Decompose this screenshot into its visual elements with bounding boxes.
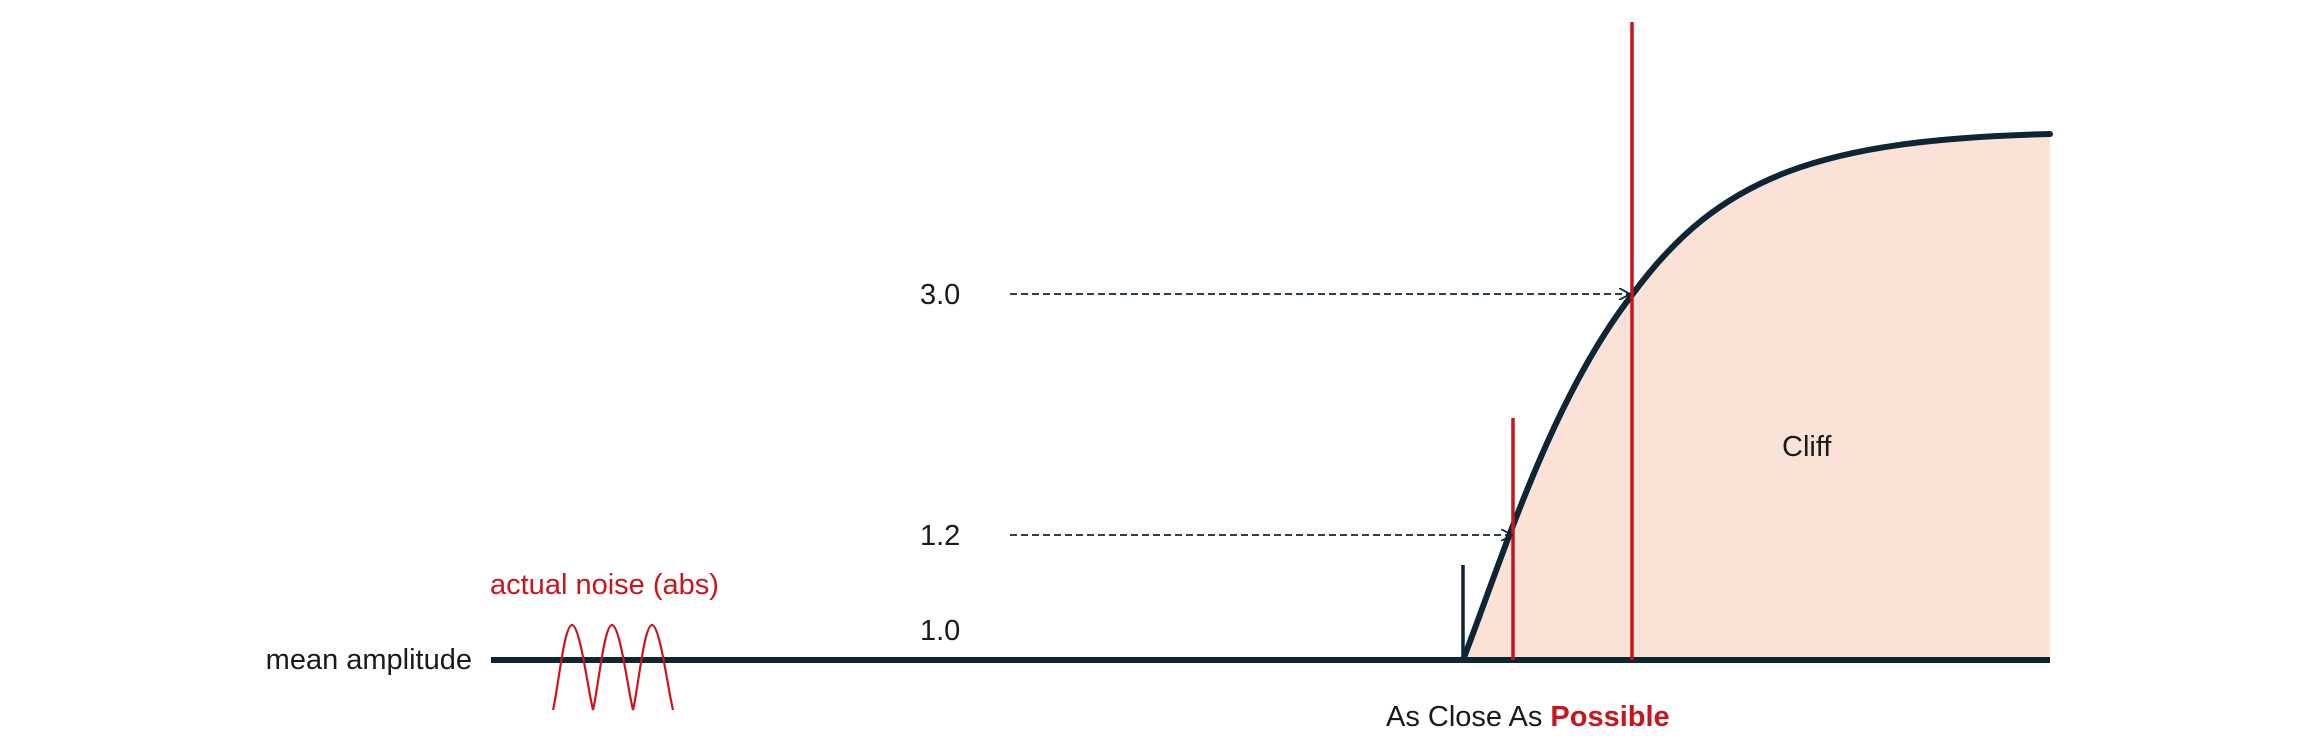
bottom-caption-prefix: As Close As: [1386, 701, 1550, 733]
level-label-1-2: 1.2: [920, 520, 960, 552]
level-label-1-0: 1.0: [920, 615, 960, 647]
cliff-label: Cliff: [1782, 431, 1832, 463]
actual-noise-label: actual noise (abs): [490, 569, 719, 601]
bottom-caption-emphasis: Possible: [1550, 701, 1669, 733]
noise-squiggle: [551, 623, 675, 711]
mean-amplitude-label: mean amplitude: [266, 644, 472, 676]
cliff-region: [1463, 134, 2050, 660]
bottom-caption: As Close As Possible: [1386, 701, 1670, 733]
level-label-3-0: 3.0: [920, 279, 960, 311]
